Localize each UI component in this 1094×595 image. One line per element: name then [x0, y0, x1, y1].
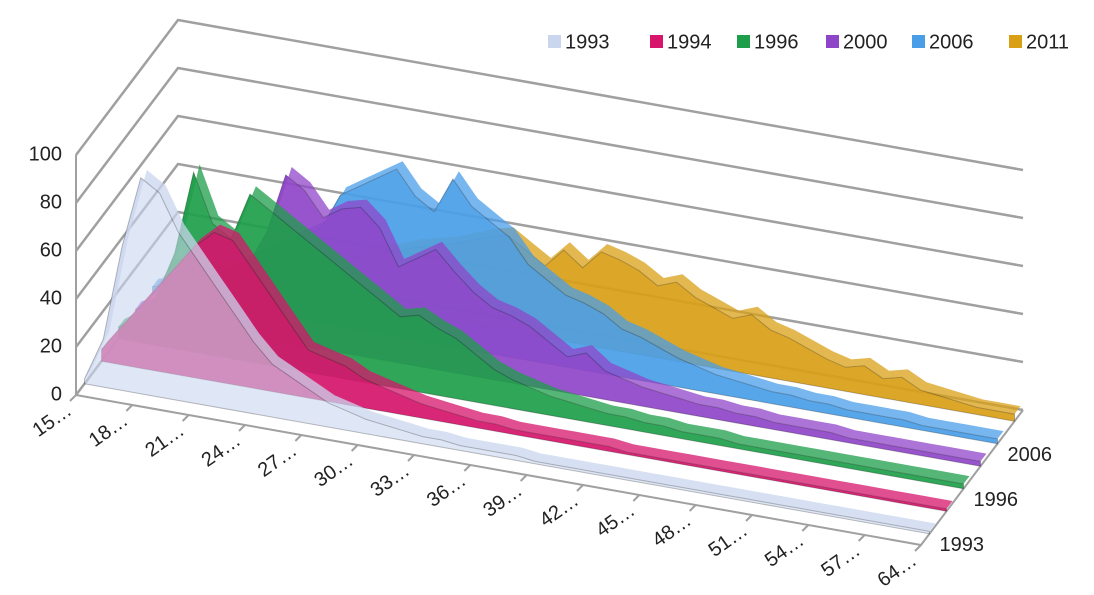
- x-tick-label: 21…: [141, 419, 188, 461]
- depth-label: 1996: [974, 489, 1019, 511]
- grid-line: [75, 18, 1024, 172]
- y-tick-label: 60: [40, 239, 62, 261]
- x-tick: [463, 464, 472, 472]
- grid-line: [75, 162, 1024, 316]
- legend-label: 2000: [843, 31, 888, 53]
- area: [84, 176, 930, 535]
- axis-line: [75, 155, 1024, 547]
- x-tick: [745, 514, 753, 522]
- area-top: [84, 169, 936, 532]
- x-tick-label: 51…: [705, 519, 752, 561]
- legend-swatch: [826, 35, 839, 48]
- x-tick-label: 30…: [310, 449, 357, 491]
- x-tick-label: 27…: [254, 439, 301, 481]
- x-tick-label: 54…: [761, 529, 808, 571]
- legend-label: 1994: [667, 31, 712, 53]
- legend-label: 2006: [929, 31, 974, 53]
- x-tick-label: 42…: [536, 489, 583, 531]
- x-tick-label: 33…: [367, 459, 414, 501]
- x-tick-label: 45…: [592, 499, 639, 541]
- x-tick-label: 24…: [198, 429, 245, 471]
- legend-label: 2011: [1026, 31, 1069, 53]
- legend-swatch: [1009, 35, 1022, 48]
- x-tick: [238, 424, 246, 432]
- x-tick-label: 36…: [423, 469, 470, 511]
- y-tick-label: 40: [40, 287, 62, 309]
- x-tick: [350, 444, 359, 452]
- y-tick-label: 0: [51, 383, 62, 405]
- y-tick-label: 100: [29, 143, 62, 165]
- y-tick-label: 20: [40, 335, 62, 357]
- x-tick: [914, 544, 922, 552]
- x-tick-label: 57…: [817, 539, 864, 581]
- x-tick-label: 48…: [648, 509, 695, 551]
- x-tick-label: 39…: [479, 479, 526, 521]
- legend-swatch: [912, 35, 925, 48]
- x-tick: [519, 474, 528, 482]
- depth-label: 1993: [940, 534, 985, 556]
- grid-line: [75, 66, 1024, 220]
- x-tick: [125, 404, 134, 412]
- grid-line: [75, 114, 1024, 268]
- x-tick: [294, 434, 303, 442]
- x-tick-label: 18…: [85, 409, 132, 451]
- x-tick: [857, 534, 866, 542]
- legend-swatch: [650, 35, 663, 48]
- area: [135, 174, 981, 467]
- legend-label: 1996: [754, 31, 799, 53]
- x-tick: [688, 504, 697, 512]
- legend-swatch: [737, 35, 750, 48]
- depth-label: 2006: [1008, 444, 1053, 466]
- x-tick: [407, 454, 415, 462]
- area-top: [118, 164, 970, 484]
- x-tick-label: 64…: [874, 549, 921, 590]
- x-tick: [801, 524, 810, 532]
- x-tick: [69, 394, 77, 402]
- legend-swatch: [548, 35, 561, 48]
- x-tick-label: 15…: [29, 399, 76, 441]
- x-tick: [576, 484, 584, 492]
- x-tick: [181, 414, 190, 422]
- x-tick: [632, 494, 641, 502]
- area-top: [152, 161, 1004, 439]
- legend-label: 1993: [565, 31, 610, 53]
- y-tick-label: 80: [40, 191, 62, 213]
